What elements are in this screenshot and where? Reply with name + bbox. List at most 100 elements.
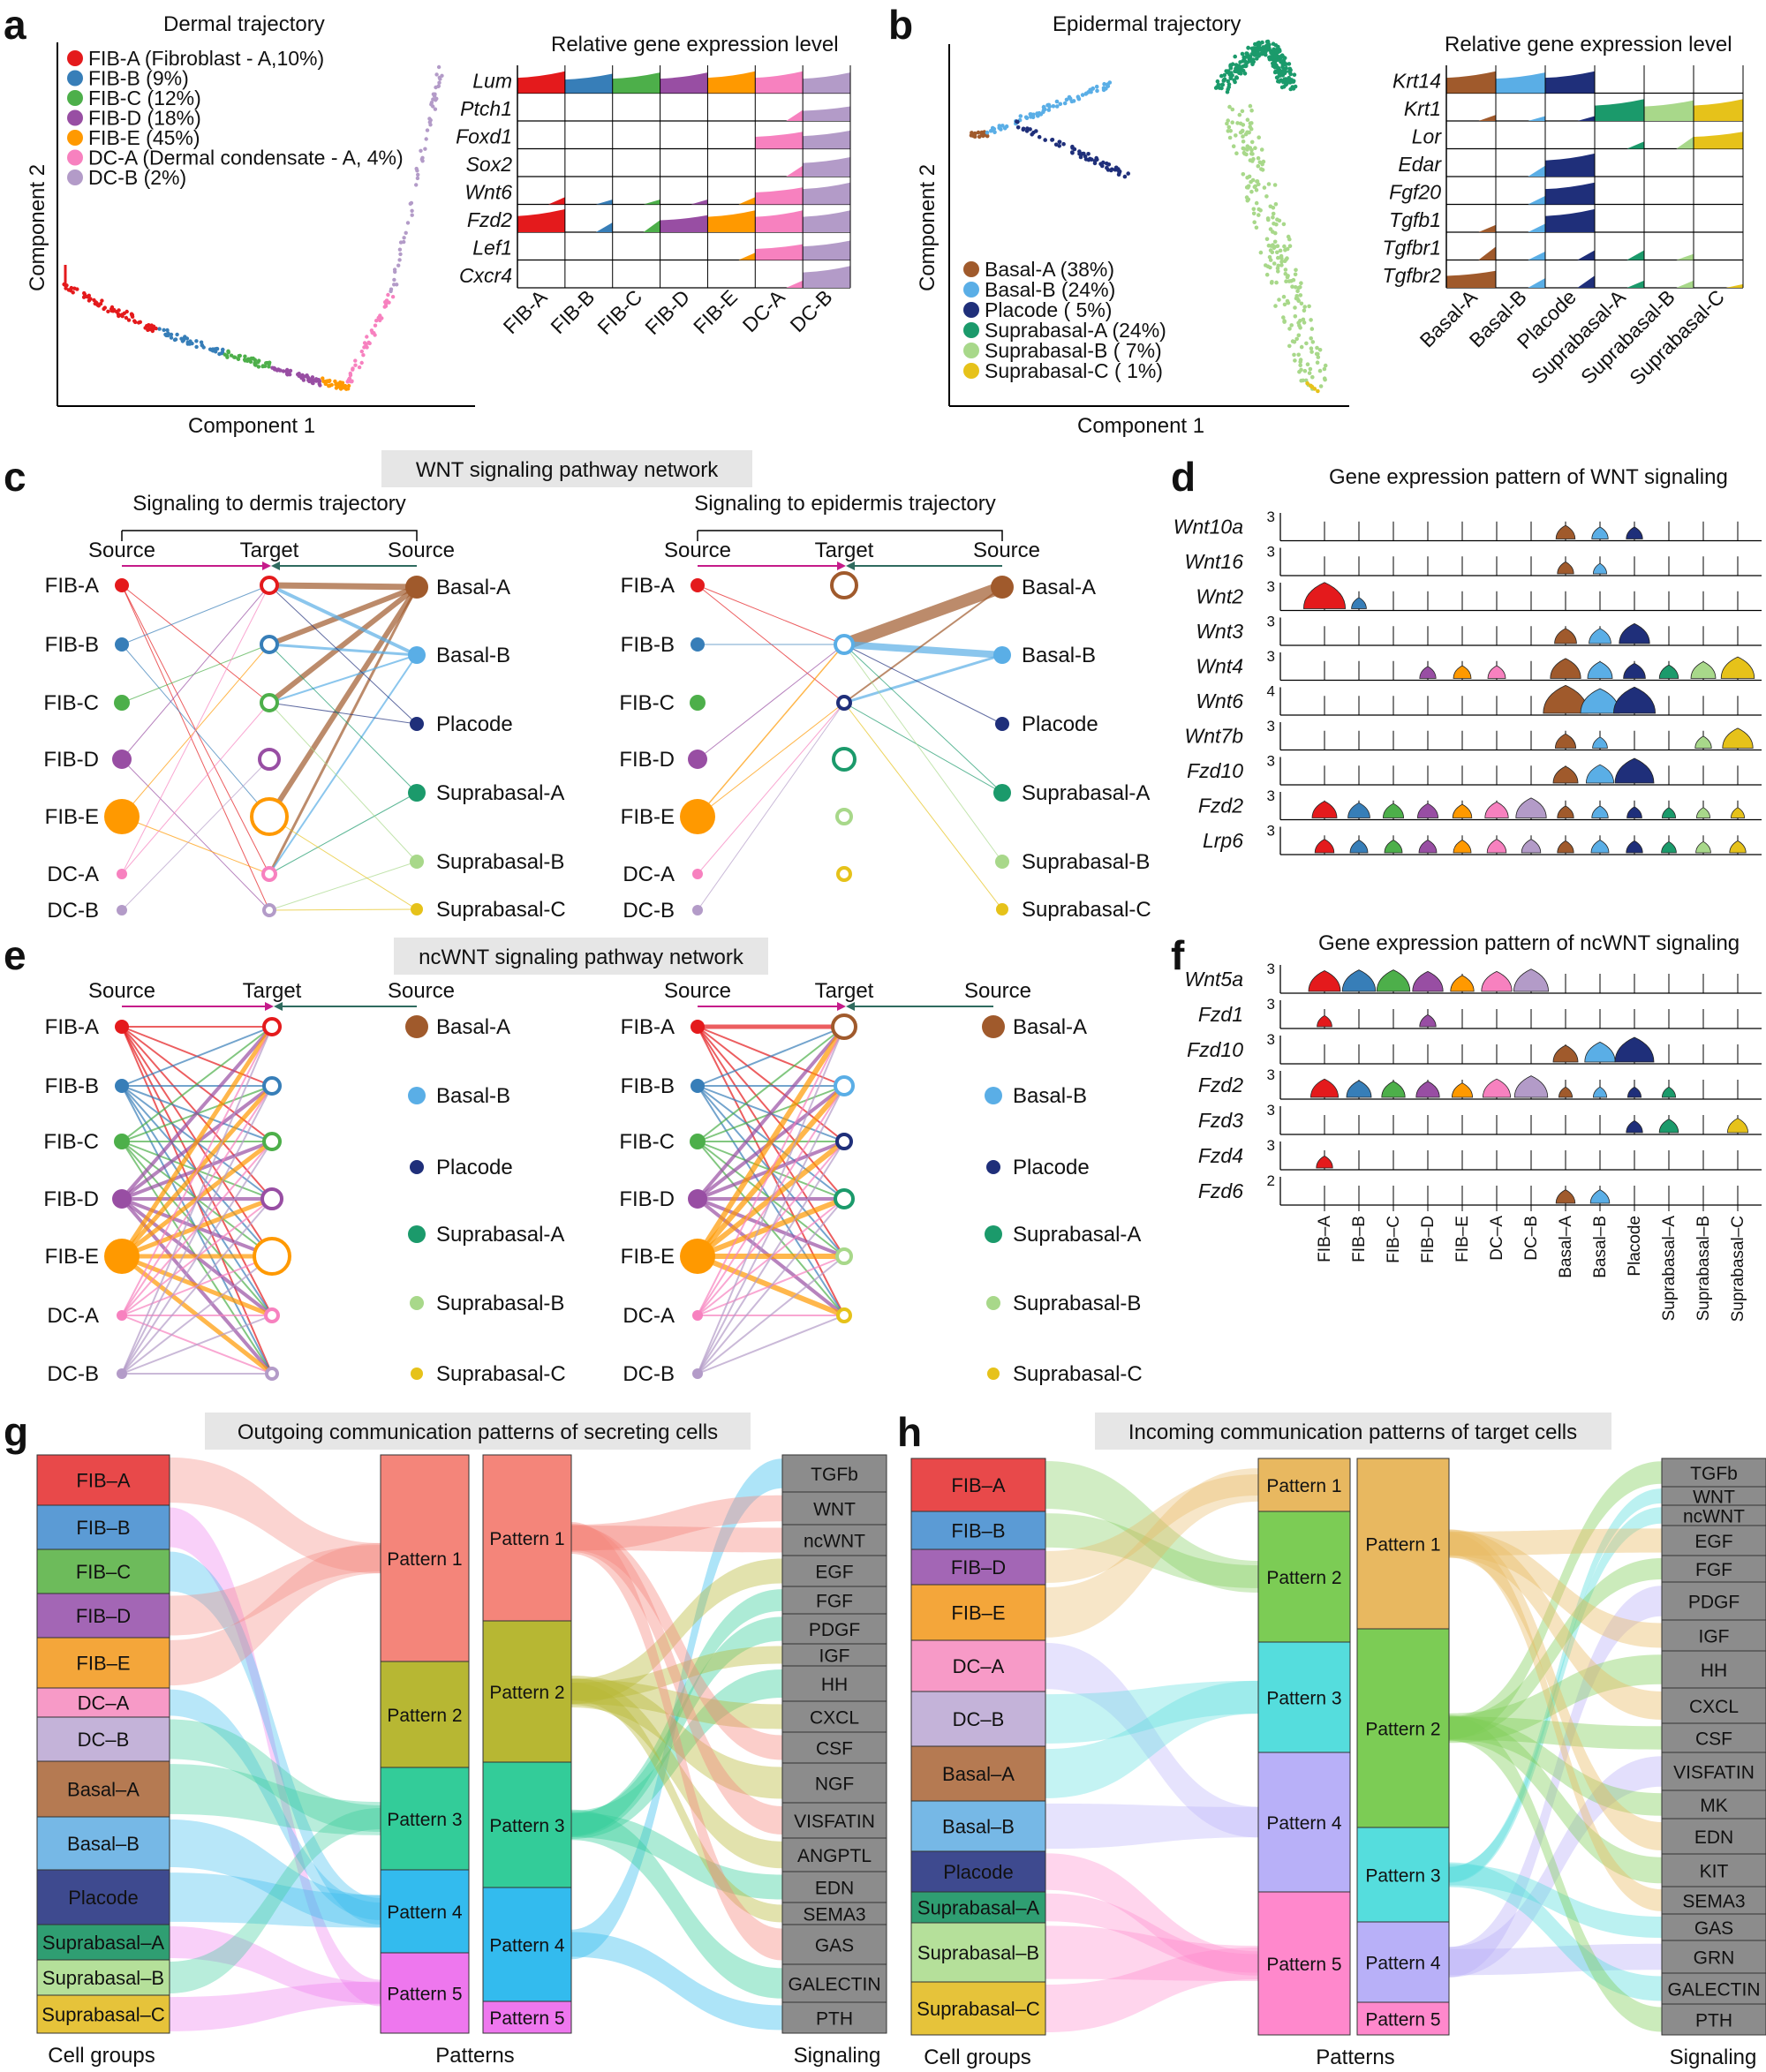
signal-box	[1661, 1525, 1766, 1556]
trajectory-point	[1280, 63, 1286, 67]
panel-g-footer-groups: Cell groups	[48, 2044, 155, 2068]
trajectory-point	[1257, 43, 1261, 49]
pattern-box	[1257, 1511, 1351, 1643]
trajectory-point	[1279, 263, 1284, 267]
trajectory-point	[112, 307, 117, 313]
panel-e-title-box	[394, 938, 768, 975]
trajectory-point	[1249, 108, 1254, 113]
cell-group-label: Basal–A	[67, 1779, 140, 1801]
epidermis-node	[995, 717, 1009, 731]
network-edge	[697, 702, 845, 875]
trajectory-point	[1245, 144, 1250, 148]
trajectory-point	[1270, 280, 1274, 284]
trajectory-point	[357, 365, 362, 370]
violin-shape	[1592, 1086, 1608, 1098]
cell-group-label: FIB–B	[951, 1520, 1005, 1542]
epidermis-node	[410, 1160, 424, 1174]
trajectory-point	[1295, 289, 1300, 294]
source-node-label: DC-A	[47, 1304, 99, 1328]
pattern-label: Pattern 5	[387, 1985, 462, 2005]
trajectory-point	[1225, 89, 1230, 94]
flow-band	[1045, 1680, 1258, 1798]
pattern-label: Pattern 2	[1266, 1568, 1341, 1588]
pattern-box	[482, 1887, 572, 2002]
trajectory-point	[1276, 255, 1280, 260]
trajectory-point	[989, 129, 993, 133]
signal-box	[781, 1924, 887, 1965]
target-header: Target	[815, 539, 874, 562]
cell-group-label: Basal–B	[67, 1833, 140, 1855]
expression-shape	[595, 222, 613, 232]
trajectory-point	[433, 107, 438, 111]
trajectory-point	[215, 346, 219, 351]
pattern-box	[482, 1620, 572, 1763]
target-node	[264, 1307, 280, 1323]
epidermis-node-label: Suprabasal-A	[436, 781, 564, 805]
violin-shape	[1626, 806, 1642, 818]
source-node	[114, 695, 130, 711]
signal-label: EGF	[1694, 1532, 1732, 1552]
signal-label: EDN	[1694, 1827, 1733, 1848]
trajectory-point	[373, 323, 378, 328]
signal-box	[1661, 1619, 1766, 1652]
pattern-label: Pattern 4	[1365, 1954, 1441, 1974]
violin-shape	[1484, 801, 1509, 818]
signal-box	[1661, 1555, 1766, 1583]
expression-shape	[1545, 182, 1595, 205]
pattern-box	[1356, 1628, 1450, 1828]
network-edge	[267, 584, 419, 705]
violin-gene-label: Wnt4	[1196, 655, 1243, 678]
expression-shape	[1478, 246, 1496, 260]
violin-cell-label: Placode	[1626, 1216, 1644, 1277]
trajectory-point	[1062, 101, 1068, 106]
source-node	[688, 1189, 707, 1209]
trajectory-point	[1249, 151, 1254, 156]
trajectory-point	[1298, 326, 1302, 330]
trajectory-point	[1076, 96, 1082, 102]
violin-ymax-label: 2	[1267, 1172, 1275, 1189]
panel-a-ylabel: Component 2	[26, 164, 49, 291]
expression-shape	[1545, 71, 1595, 94]
trajectory-point	[1281, 222, 1287, 227]
trajectory-point	[1106, 162, 1112, 167]
trajectory-point	[71, 290, 75, 295]
trajectory-point	[1227, 135, 1233, 140]
flow-layer	[170, 1457, 782, 2031]
signal-label: GALECTIN	[1667, 1980, 1760, 2000]
signal-box	[1661, 1913, 1766, 1941]
cell-group-label: FIB–D	[76, 1605, 131, 1627]
expression-shape	[612, 72, 660, 94]
trajectory-point	[1122, 174, 1128, 179]
expression-shape	[755, 210, 804, 232]
trajectory-point	[434, 96, 439, 102]
trajectory-point	[1235, 121, 1240, 125]
cell-tick-label: FIB-E	[689, 285, 742, 338]
trajectory-point	[1265, 216, 1271, 221]
expression-shape	[1545, 153, 1595, 177]
trajectory-point	[436, 64, 442, 70]
network-edge	[843, 702, 1003, 794]
cell-group-box	[36, 1637, 170, 1689]
trajectory-point	[1307, 371, 1312, 375]
trajectory-point	[1271, 206, 1276, 210]
trajectory-point	[1305, 362, 1310, 367]
trajectory-point	[126, 318, 132, 322]
trajectory-point	[288, 368, 293, 373]
bracket	[121, 530, 418, 541]
trajectory-point	[1105, 165, 1109, 170]
trajectory-point	[1226, 85, 1231, 89]
network-edge	[267, 584, 419, 819]
violin-shape	[1552, 765, 1579, 784]
target-node	[830, 571, 858, 599]
violin-shape	[1589, 628, 1611, 644]
epidermis-node	[993, 784, 1011, 802]
trajectory-point	[311, 379, 315, 384]
target-node	[260, 1187, 283, 1210]
trajectory-point	[323, 381, 328, 386]
panel-b-expression-grid: Krt14Krt1LorEdarFgf20Tgfb1Tgfbr1Tgfbr2Ba…	[1383, 65, 1744, 389]
violin-shape	[1453, 665, 1472, 679]
trajectory-point	[327, 380, 331, 384]
pattern-label: Pattern 3	[1266, 1689, 1341, 1709]
legend-marker	[67, 109, 83, 126]
trajectory-point	[1246, 197, 1251, 202]
